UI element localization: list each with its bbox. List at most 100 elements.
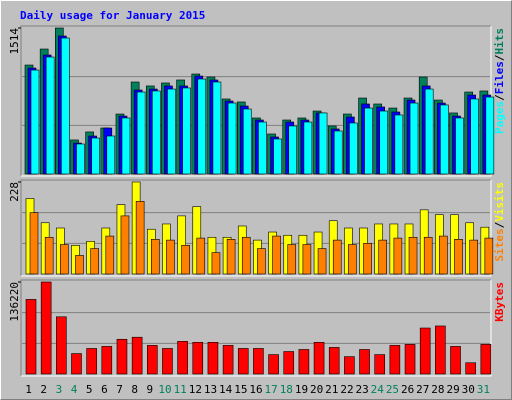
bar [393,237,403,275]
bar [332,239,342,275]
bar [44,236,54,275]
bar [450,346,461,375]
bar [470,98,479,175]
bar [455,117,464,175]
bar [424,88,434,175]
bar [328,347,340,375]
bar [146,345,158,375]
legend: Pages/Files/Hits [493,28,506,134]
bar [484,237,494,275]
x-tick-label: 27 [416,383,429,396]
bar [71,353,82,375]
bar [419,327,431,375]
bar [318,112,328,175]
bar [182,87,191,175]
bar [25,299,37,375]
bar [469,239,478,275]
x-tick-label: 23 [356,383,369,396]
x-tick-label: 5 [86,383,93,396]
x-tick-label: 31 [477,383,490,396]
bar [298,349,310,375]
chart-title: Daily usage for January 2015 [20,9,205,22]
bar [258,121,267,175]
x-tick-label: 4 [71,383,78,396]
x-tick-label: 9 [147,383,154,396]
bar [196,237,206,275]
legend-entry: Pages [493,101,506,134]
legend: Sites/Visits [493,182,506,262]
bar [349,122,358,175]
bar [167,88,176,175]
y-tick-label: 1514 [8,28,21,55]
bar [120,215,130,275]
x-tick-label: 15 [234,383,247,396]
panel-border [20,279,491,376]
legend-separator: / [493,94,506,101]
bar [61,37,70,175]
bar [480,344,492,375]
legend-separator: / [493,221,506,228]
x-tick-label: 3 [56,383,63,396]
bar [283,351,295,375]
bar [303,121,313,175]
legend-entry: Sites [493,228,506,261]
bar [222,345,234,375]
bar [75,255,84,275]
bar [45,56,55,175]
x-tick-label: 20 [310,383,323,396]
bar [56,316,67,375]
bar [150,238,160,275]
x-tick-label: 26 [401,383,414,396]
legend-entry: Visits [493,182,506,222]
bar [30,69,40,175]
bar [465,362,476,375]
bar [197,78,207,175]
bar [272,235,281,275]
panel-border [21,180,492,277]
bar [348,244,357,275]
bar [408,236,418,275]
panel-border [21,26,492,177]
bar [409,102,419,175]
x-tick-label: 22 [340,383,353,396]
x-tick-label: 7 [116,383,123,396]
legend: KBytes [493,282,506,322]
legend-entry: Hits [493,28,506,55]
bar [333,130,343,175]
panel-border [20,25,491,176]
bar [253,348,264,375]
bar [378,239,388,275]
x-tick-label: 13 [204,383,217,396]
bar [106,135,116,175]
bar [317,248,327,275]
bar [101,346,113,375]
bar [273,138,282,175]
panel-border [20,179,491,276]
bar [237,348,249,375]
bar [40,281,52,375]
x-tick-label: 11 [174,383,187,396]
bar [364,107,373,175]
bar [344,356,355,375]
x-tick-label: 25 [386,383,399,396]
x-tick-label: 8 [131,383,138,396]
bar [90,248,99,275]
x-tick-label: 10 [158,383,171,396]
bar [313,342,325,375]
bar [177,341,188,375]
bar [288,125,298,175]
bar [439,235,448,275]
bar [287,244,297,275]
bar [440,104,449,175]
bar [379,110,389,175]
bar [136,91,146,175]
bar [374,354,386,375]
x-tick-label: 18 [280,383,293,396]
bar [131,336,143,375]
bar [268,354,279,375]
bar [394,114,404,175]
x-tick-label: 2 [40,383,47,396]
bar [181,245,190,275]
bar [389,345,401,375]
